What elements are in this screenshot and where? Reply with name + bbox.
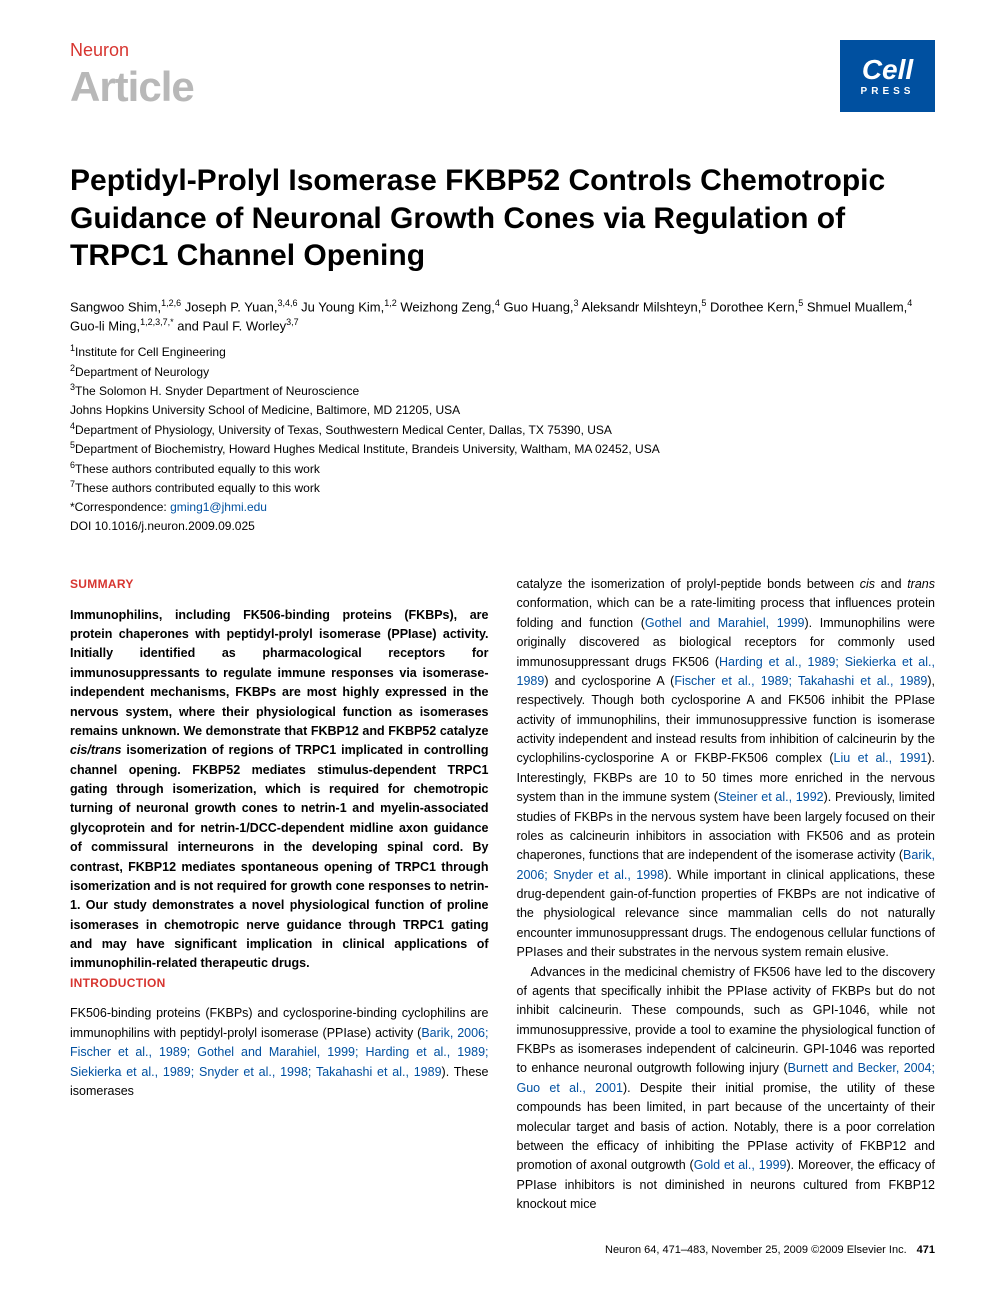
article-title: Peptidyl-Prolyl Isomerase FKBP52 Control… xyxy=(70,162,935,275)
footer-citation: Neuron 64, 471–483, November 25, 2009 ©2… xyxy=(605,1244,907,1256)
col2-paragraph-2: Advances in the medicinal chemistry of F… xyxy=(517,963,936,1215)
authors: Sangwoo Shim,1,2,6 Joseph P. Yuan,3,4,6 … xyxy=(70,297,935,337)
page-footer: Neuron 64, 471–483, November 25, 2009 ©2… xyxy=(70,1244,935,1256)
logo-sub: PRESS xyxy=(861,86,915,97)
intro-paragraph-1: FK506-binding proteins (FKBPs) and cyclo… xyxy=(70,1004,489,1101)
introduction-heading: INTRODUCTION xyxy=(70,974,489,993)
affiliations: 1Institute for Cell Engineering2Departme… xyxy=(70,342,935,535)
logo-main: Cell xyxy=(862,56,913,84)
footer-page-number: 471 xyxy=(917,1244,935,1256)
body-columns: SUMMARY Immunophilins, including FK506-b… xyxy=(70,575,935,1214)
summary-heading: SUMMARY xyxy=(70,575,489,594)
article-type: Article xyxy=(70,63,194,111)
col2-paragraph-1: catalyze the isomerization of prolyl-pep… xyxy=(517,575,936,963)
cell-press-logo: Cell PRESS xyxy=(840,40,935,112)
journal-name: Neuron xyxy=(70,40,194,61)
journal-block: Neuron Article xyxy=(70,40,194,111)
header-bar: Neuron Article Cell PRESS xyxy=(70,40,935,112)
left-column: SUMMARY Immunophilins, including FK506-b… xyxy=(70,575,489,1214)
right-column: catalyze the isomerization of prolyl-pep… xyxy=(517,575,936,1214)
summary-text: Immunophilins, including FK506-binding p… xyxy=(70,606,489,974)
